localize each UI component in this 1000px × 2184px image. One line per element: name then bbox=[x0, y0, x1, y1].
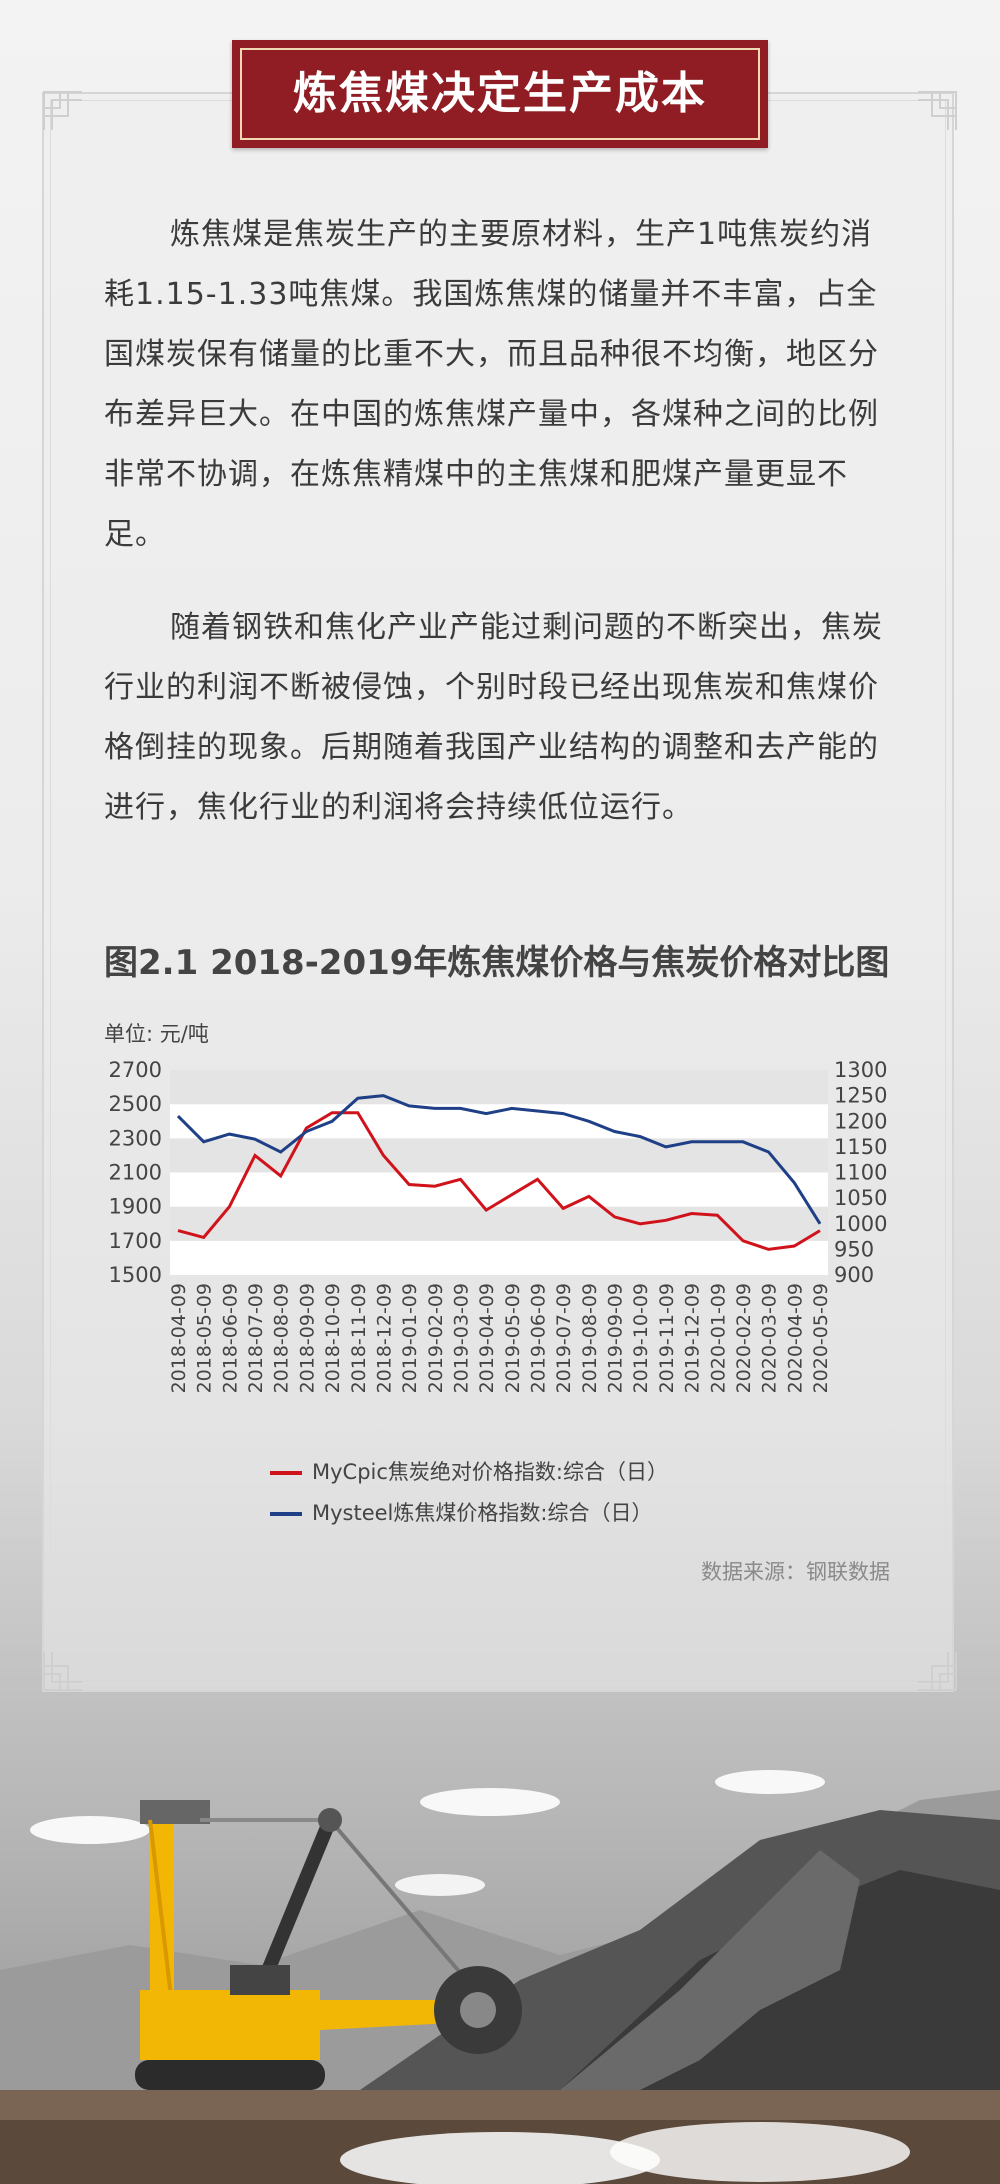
body-paragraph: 随着钢铁和焦化产业产能过剩问题的不断突出，焦炭行业的利润不断被侵蚀，个别时段已经… bbox=[104, 610, 883, 825]
x-axis-tick-label: 2019-03-09 bbox=[450, 1283, 472, 1393]
x-axis-tick-label: 2018-05-09 bbox=[194, 1283, 216, 1393]
mining-scene-illustration bbox=[0, 1770, 1000, 2184]
legend-item-mycpic: MyCpic焦炭绝对价格指数:综合（日） bbox=[270, 1456, 668, 1486]
x-axis-tick-label: 2018-06-09 bbox=[219, 1283, 241, 1393]
x-axis-tick-label: 2020-04-09 bbox=[784, 1283, 806, 1393]
right-axis-tick-label: 950 bbox=[834, 1237, 874, 1261]
left-axis-tick-label: 2500 bbox=[109, 1092, 162, 1116]
page-title: 炼焦煤决定生产成本 bbox=[293, 68, 707, 119]
chart-title: 图2.1 2018-2019年炼焦煤价格与焦炭价格对比图 bbox=[104, 943, 890, 983]
legend-label: Mysteel炼焦煤价格指数:综合（日） bbox=[312, 1501, 653, 1525]
x-axis-tick-label: 2019-12-09 bbox=[682, 1283, 704, 1393]
legend-label: MyCpic焦炭绝对价格指数:综合（日） bbox=[312, 1460, 668, 1484]
right-axis-tick-label: 1000 bbox=[834, 1212, 887, 1236]
right-axis-tick-label: 1300 bbox=[834, 1058, 887, 1082]
grid-band bbox=[170, 1138, 828, 1173]
content-frame bbox=[42, 92, 954, 1692]
x-axis-tick-label: 2019-06-09 bbox=[528, 1283, 550, 1393]
unit-label: 单位: 元/吨 bbox=[104, 1022, 209, 1046]
x-axis-tick-label: 2020-05-09 bbox=[810, 1283, 832, 1393]
corner-ornament-icon bbox=[918, 1652, 957, 1691]
right-axis-tick-label: 1200 bbox=[834, 1109, 887, 1133]
data-source: 数据来源：钢联数据 bbox=[701, 1560, 890, 1584]
x-axis-tick-label: 2020-03-09 bbox=[759, 1283, 781, 1393]
x-axis-tick-label: 2019-02-09 bbox=[425, 1283, 447, 1393]
legend-item-mysteel: Mysteel炼焦煤价格指数:综合（日） bbox=[270, 1497, 652, 1527]
left-axis-tick-label: 1900 bbox=[109, 1195, 162, 1219]
grid-band bbox=[170, 1070, 828, 1105]
legend-swatch-blue bbox=[270, 1512, 302, 1516]
right-axis-tick-label: 1100 bbox=[834, 1161, 887, 1185]
x-axis-tick-label: 2020-02-09 bbox=[733, 1283, 755, 1393]
left-axis-tick-label: 2700 bbox=[109, 1058, 162, 1082]
x-axis-tick-label: 2018-11-09 bbox=[348, 1283, 370, 1393]
x-axis-tick-label: 2018-04-09 bbox=[168, 1283, 190, 1393]
x-axis-tick-label: 2019-08-09 bbox=[579, 1283, 601, 1393]
right-axis-tick-label: 900 bbox=[834, 1263, 874, 1287]
left-axis-tick-label: 1500 bbox=[109, 1263, 162, 1287]
x-axis-tick-label: 2018-07-09 bbox=[245, 1283, 267, 1393]
x-axis-tick-label: 2018-09-09 bbox=[296, 1283, 318, 1393]
title-banner: 炼焦煤决定生产成本 bbox=[232, 40, 768, 148]
left-axis-tick-label: 1700 bbox=[109, 1229, 162, 1253]
left-axis-tick-label: 2100 bbox=[109, 1161, 162, 1185]
grid-band bbox=[170, 1104, 828, 1139]
x-axis-tick-label: 2019-07-09 bbox=[553, 1283, 575, 1393]
series-line-mycpic bbox=[177, 1111, 821, 1251]
right-axis-tick-label: 1050 bbox=[834, 1186, 887, 1210]
left-axis-tick-label: 2300 bbox=[109, 1126, 162, 1150]
title-background bbox=[232, 40, 768, 148]
x-axis-tick-label: 2020-01-09 bbox=[707, 1283, 729, 1393]
series-line-mysteel bbox=[176, 1094, 822, 1225]
grid-band bbox=[170, 1206, 828, 1241]
corner-ornament-icon bbox=[43, 1652, 82, 1691]
x-axis-tick-label: 2018-08-09 bbox=[271, 1283, 293, 1393]
x-axis-tick-label: 2018-10-09 bbox=[322, 1283, 344, 1393]
body-paragraph: 炼焦煤是焦炭生产的主要原材料，生产1吨焦炭约消耗1.15-1.33吨焦煤。我国炼… bbox=[104, 217, 879, 552]
x-axis-tick-label: 2019-05-09 bbox=[502, 1283, 524, 1393]
x-axis-tick-label: 2019-01-09 bbox=[399, 1283, 421, 1393]
x-axis-tick-label: 2019-09-09 bbox=[605, 1283, 627, 1393]
x-axis-tick-label: 2019-11-09 bbox=[656, 1283, 678, 1393]
x-axis-tick-label: 2019-04-09 bbox=[476, 1283, 498, 1393]
x-axis-tick-label: 2018-12-09 bbox=[373, 1283, 395, 1393]
corner-ornament-icon bbox=[43, 91, 82, 130]
legend-swatch-red bbox=[270, 1471, 302, 1475]
x-axis-tick-label: 2019-10-09 bbox=[630, 1283, 652, 1393]
corner-ornament-icon bbox=[918, 91, 957, 130]
right-axis-tick-label: 1150 bbox=[834, 1135, 887, 1159]
right-axis-tick-label: 1250 bbox=[834, 1084, 887, 1108]
grid-band bbox=[170, 1240, 828, 1275]
